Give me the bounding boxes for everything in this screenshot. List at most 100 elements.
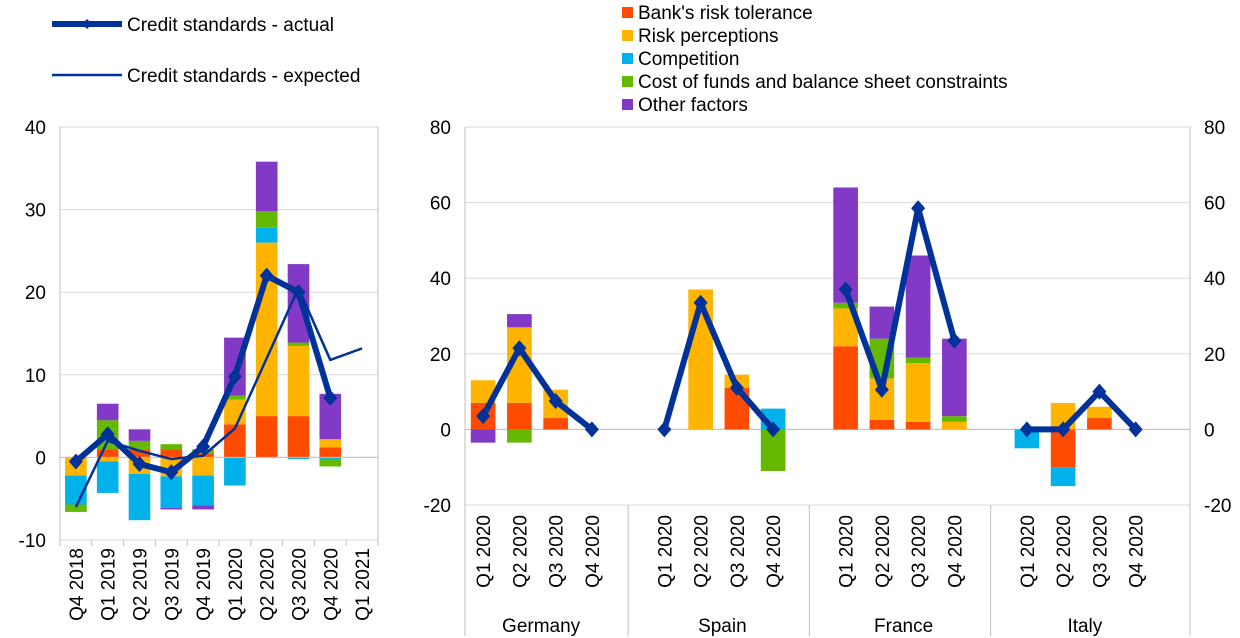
bar-risk_tolerance <box>833 346 858 430</box>
line-actual-italy <box>1026 388 1138 433</box>
legend: Credit standards - actual Credit standard… <box>52 3 1008 116</box>
marker-actual <box>548 393 563 410</box>
x-tick-label: Q2 2019 <box>131 548 152 621</box>
bar-risk_tolerance <box>128 449 151 458</box>
bar-other <box>287 264 310 343</box>
legend-actual-marker <box>82 19 92 29</box>
x-tick-label: Q1 2021 <box>353 548 374 621</box>
marker-actual <box>1092 383 1107 400</box>
x-tick-label: Q4 2018 <box>67 548 88 621</box>
x-tick-label: Q4 2020 <box>583 515 604 588</box>
bar-competition <box>1014 429 1040 449</box>
line-actual-france <box>842 205 958 393</box>
x-tick-label: Q2 2020 <box>510 515 531 588</box>
legend-label-other: Other factors <box>638 95 748 116</box>
bar-risk_perceptions <box>319 439 342 448</box>
legend-actual-label: Credit standards - actual <box>127 15 334 36</box>
x-tick-label: Q1 2020 <box>837 515 858 588</box>
marker-actual <box>911 200 926 217</box>
y-tick-label: 40 <box>25 118 46 139</box>
y-tick-label: 0 <box>35 448 46 469</box>
bar-cost_of_funds <box>507 429 532 443</box>
marker-actual <box>512 340 527 357</box>
bar-risk_tolerance <box>869 419 895 430</box>
bar-competition <box>255 227 278 243</box>
x-tick-label: Q4 2020 <box>945 515 966 588</box>
x-tick-label: Q3 2020 <box>909 515 930 588</box>
y2-tick-label: 20 <box>1204 345 1225 366</box>
bar-risk_perceptions <box>942 421 967 430</box>
bar-other <box>192 505 214 510</box>
y-tick-label: -10 <box>19 531 46 552</box>
bar-cost_of_funds <box>833 302 858 309</box>
bar-risk_tolerance <box>1087 418 1112 430</box>
bar-cost_of_funds <box>319 459 342 467</box>
marker-actual <box>227 368 242 385</box>
marker-actual <box>100 426 115 443</box>
legend-expected-label: Credit standards - expected <box>127 66 360 87</box>
x-tick-label: Q4 2019 <box>194 548 215 621</box>
marker-actual <box>323 389 338 406</box>
legend-label-risk_perceptions: Risk perceptions <box>638 26 778 47</box>
marker-actual <box>132 456 147 473</box>
bar-other <box>942 338 967 417</box>
bar-risk_tolerance <box>160 449 183 458</box>
bar-competition <box>128 473 151 521</box>
legend-label-competition: Competition <box>638 49 739 70</box>
x-tick-label: Q2 2020 <box>258 548 279 621</box>
y2-tick-label: -20 <box>1204 496 1231 517</box>
legend-swatch-cost_of_funds <box>622 76 633 87</box>
bar-other <box>319 393 342 440</box>
group-label: Italy <box>1067 616 1102 637</box>
line-actual-spain <box>661 299 776 432</box>
bar-risk_tolerance <box>543 418 568 430</box>
y-tick-label: 20 <box>25 283 46 304</box>
x-tick-label: Q2 2020 <box>692 515 713 588</box>
x-tick-label: Q2 2020 <box>873 515 894 588</box>
marker-actual <box>838 281 853 298</box>
x-tick-label: Q3 2020 <box>290 548 311 621</box>
y2-tick-label: 0 <box>1204 420 1215 441</box>
bar-competition <box>287 457 310 460</box>
y-tick-label: 20 <box>430 345 451 366</box>
left-chart-euro-area: -10 0 10 20 30 40 Q4 2018 Q1 2019 Q2 2019 Q3 2019… <box>19 118 379 621</box>
bar-risk_perceptions <box>192 457 214 476</box>
bar-risk_tolerance <box>96 449 119 458</box>
bar-competition <box>319 457 342 460</box>
bar-other <box>507 314 532 328</box>
x-tick-label: Q3 2020 <box>547 515 568 588</box>
bar-other <box>470 429 496 443</box>
x-tick-label: Q1 2019 <box>99 548 120 621</box>
line-actual-germany <box>480 345 594 432</box>
marker-actual <box>729 379 744 396</box>
bar-competition <box>1050 467 1076 487</box>
bar-cost_of_funds <box>160 444 183 450</box>
y-tick-label: -20 <box>424 496 451 517</box>
bar-risk_perceptions <box>1087 406 1112 419</box>
x-tick-label: Q4 2020 <box>764 515 785 588</box>
marker-actual <box>1056 421 1071 438</box>
legend-swatch-competition <box>622 53 633 64</box>
group-label: France <box>874 616 933 637</box>
bar-other <box>255 161 278 212</box>
y-tick-label: 10 <box>25 366 46 387</box>
bar-competition <box>96 461 119 493</box>
bar-cost_of_funds <box>287 342 310 346</box>
legend-swatch-risk_tolerance <box>622 7 633 18</box>
marker-actual <box>657 421 672 438</box>
bar-cost_of_funds <box>224 395 246 400</box>
bar-risk_tolerance <box>255 416 278 458</box>
legend-swatch-risk_perceptions <box>622 30 633 41</box>
group-label: Germany <box>502 616 581 637</box>
x-tick-label: Q3 2020 <box>728 515 749 588</box>
marker-actual <box>259 267 274 284</box>
bar-risk_tolerance <box>507 402 532 430</box>
bar-competition <box>224 457 246 486</box>
bar-risk_perceptions <box>96 457 119 462</box>
y-tick-label: 80 <box>430 118 451 139</box>
bar-risk_perceptions <box>470 380 496 403</box>
legend-label-cost_of_funds: Cost of funds and balance sheet constrai… <box>638 72 1008 93</box>
y2-tick-label: 80 <box>1204 118 1225 139</box>
x-tick-label: Q1 2020 <box>226 548 247 621</box>
